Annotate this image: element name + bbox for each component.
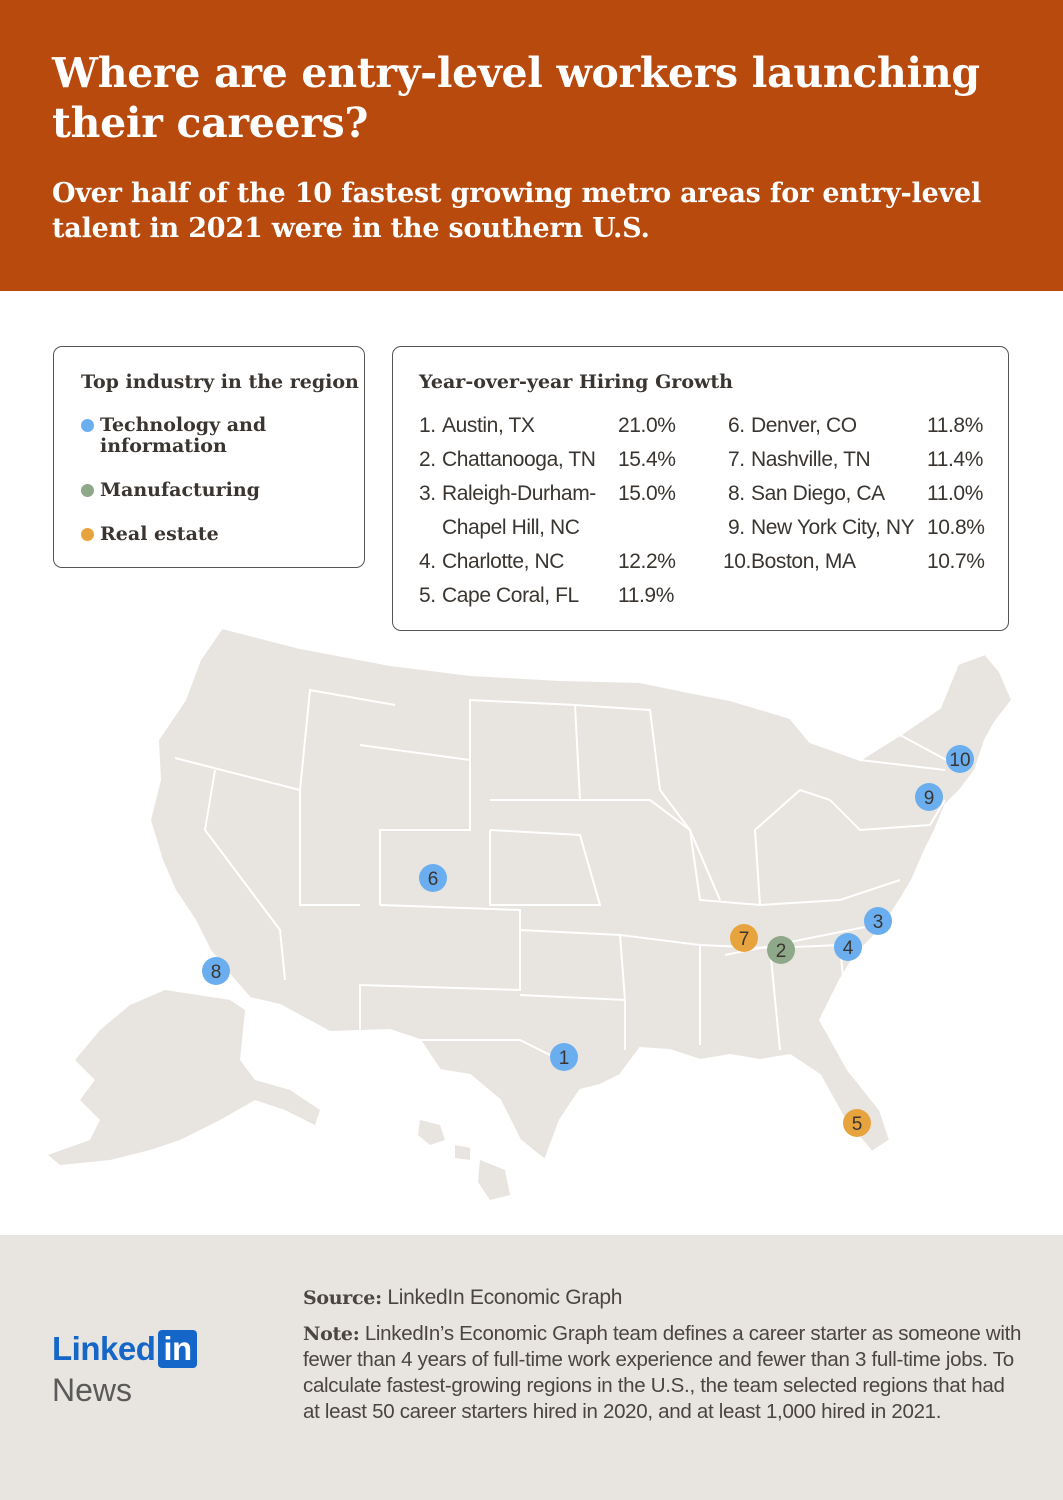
source-label: Source:: [303, 1287, 382, 1309]
growth-pct: 11.0%: [927, 482, 983, 505]
rank: 10.: [723, 550, 751, 573]
growth-pct: 11.9%: [618, 584, 674, 607]
city: Austin, TX: [442, 414, 535, 437]
map-marker-1: 1: [550, 1043, 578, 1071]
marker-label: 9: [924, 788, 935, 809]
marker-label: 3: [873, 912, 884, 933]
city: Denver, CO: [751, 414, 857, 437]
legend-title: Top industry in the region: [81, 371, 359, 393]
growth-pct: 15.0%: [618, 482, 676, 505]
rank: 4.: [419, 550, 436, 573]
linkedin-logo: Linked in: [52, 1330, 197, 1368]
alaska-shape: [48, 990, 320, 1165]
rank: 9.: [728, 516, 745, 539]
map-marker-10: 10: [946, 745, 974, 773]
legend-box: Top industry in the region Technology an…: [53, 346, 365, 568]
marker-label: 4: [843, 938, 854, 959]
city: Cape Coral, FL: [442, 584, 579, 607]
page-subtitle: Over half of the 10 fastest growing metr…: [52, 178, 982, 244]
city: San Diego, CA: [751, 482, 885, 505]
header-banner: Where are entry-level workers launching …: [0, 0, 1063, 291]
growth-pct: 10.8%: [927, 516, 985, 539]
orange-dot-icon: [81, 528, 94, 541]
green-dot-icon: [81, 484, 94, 497]
city: Boston, MA: [751, 550, 856, 573]
rank: 2.: [419, 448, 436, 471]
legend-item-real-estate: Real estate: [81, 524, 219, 545]
legend-item-manufacturing: Manufacturing: [81, 480, 260, 501]
city: New York City, NY: [751, 516, 915, 539]
marker-label: 1: [559, 1048, 570, 1069]
marker-label: 10: [949, 750, 970, 771]
marker-label: 7: [739, 929, 750, 950]
hiring-growth-title: Year-over-year Hiring Growth: [419, 371, 733, 393]
city: Nashville, TN: [751, 448, 871, 471]
source-text: LinkedIn Economic Graph: [387, 1286, 623, 1309]
rank: 1.: [419, 414, 436, 437]
marker-label: 8: [211, 962, 222, 983]
note-text: LinkedIn’s Economic Graph team defines a…: [303, 1322, 1022, 1423]
map-marker-3: 3: [864, 907, 892, 935]
map-marker-7: 7: [730, 924, 758, 952]
note-label: Note:: [303, 1323, 360, 1345]
marker-label: 6: [428, 869, 439, 890]
rank: 5.: [419, 584, 436, 607]
growth-pct: 10.7%: [927, 550, 985, 573]
us-mainland-shape: [148, 626, 1014, 1162]
rank: 7.: [728, 448, 745, 471]
marker-label: 5: [852, 1114, 863, 1135]
source-line: Source: LinkedIn Economic Graph: [303, 1285, 1023, 1311]
map-marker-4: 4: [834, 933, 862, 961]
us-map: 1 2 3 4 5 6 7 8 9 10: [48, 626, 1014, 1200]
city: Chapel Hill, NC: [442, 516, 580, 539]
growth-pct: 15.4%: [618, 448, 676, 471]
map-marker-5: 5: [843, 1109, 871, 1137]
map-marker-6: 6: [419, 864, 447, 892]
news-logo-text: News: [52, 1372, 133, 1408]
legend-label: Real estate: [100, 523, 219, 545]
rank: 8.: [728, 482, 745, 505]
growth-pct: 21.0%: [618, 414, 676, 437]
city: Charlotte, NC: [442, 550, 565, 573]
note-paragraph: Note: LinkedIn’s Economic Graph team def…: [303, 1321, 1023, 1425]
hawaii-shape: [418, 1120, 510, 1200]
rank: 6.: [728, 414, 745, 437]
rank: 3.: [419, 482, 436, 505]
logo-text: Linked: [52, 1330, 156, 1367]
page-title: Where are entry-level workers launching …: [52, 49, 980, 147]
map-marker-8: 8: [202, 957, 230, 985]
city: Chattanooga, TN: [442, 448, 596, 471]
marker-label: 2: [776, 941, 787, 962]
growth-pct: 12.2%: [618, 550, 676, 573]
map-marker-9: 9: [915, 783, 943, 811]
hiring-growth-box: Year-over-year Hiring Growth 1. Austin, …: [392, 346, 1009, 631]
legend-item-technology: Technology and information: [81, 415, 290, 457]
growth-pct: 11.4%: [927, 448, 983, 471]
in-logo-icon: in: [158, 1330, 197, 1368]
growth-pct: 11.8%: [927, 414, 983, 437]
legend-label: Manufacturing: [100, 479, 260, 501]
legend-label: Technology and information: [100, 414, 267, 457]
state-borders: [174, 688, 966, 1061]
blue-dot-icon: [81, 419, 94, 432]
map-marker-2: 2: [767, 936, 795, 964]
city: Raleigh-Durham-: [442, 482, 596, 505]
